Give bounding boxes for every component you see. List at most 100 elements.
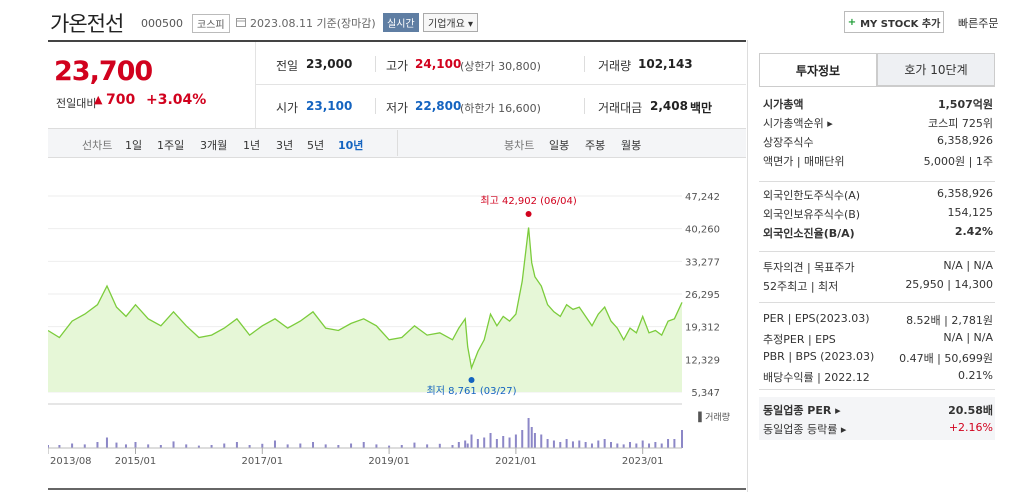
info-value: 25,950 | 14,300 — [905, 278, 993, 291]
quick-order-link[interactable]: 빠른주문 — [958, 17, 999, 30]
candle-monthly[interactable]: 월봉 — [621, 139, 642, 152]
volume-bar — [248, 445, 251, 448]
info-row: 액면가 | 매매단위 5,000원 | 1주 — [763, 153, 993, 169]
period-10y[interactable]: 10년 — [338, 139, 364, 152]
max-label: 최고 42,902 (06/04) — [480, 195, 576, 207]
volume-bar — [635, 443, 638, 448]
candle-chart-label: 봉차트 — [504, 139, 535, 152]
info-value: N/A | N/A — [943, 331, 993, 344]
period-3m[interactable]: 3개월 — [200, 139, 228, 152]
info-label: 배당수익률 | 2022.12 — [763, 371, 870, 384]
volume-bar — [464, 440, 467, 448]
current-price: 23,700 — [54, 56, 153, 87]
info-row: 배당수익률 | 2022.12 0.21% — [763, 369, 993, 385]
volume-bar — [134, 442, 137, 448]
low-value: 22,800 — [415, 99, 462, 113]
volume-bar — [159, 445, 162, 448]
volume-bar — [172, 441, 175, 448]
info-label: 액면가 | 매매단위 — [763, 155, 845, 168]
x-tick-label: 2017/01 — [242, 456, 284, 467]
volume-bar — [521, 430, 524, 448]
info-label: 외국인한도주식수(A) — [763, 189, 861, 202]
line-chart-label: 선차트 — [82, 139, 113, 152]
volume-bar — [48, 445, 49, 448]
divider — [584, 56, 585, 72]
volume-bar — [622, 444, 625, 448]
info-label: PBR | BPS (2023.03) — [763, 350, 875, 363]
info-row: 외국인보유주식수(B) 154,125 — [763, 206, 993, 222]
open-label: 시가 — [276, 101, 299, 115]
info-label: 투자의견 | 목표주가 — [763, 261, 855, 274]
info-label: 추정PER | EPS — [763, 333, 836, 346]
volume-bar — [584, 442, 587, 448]
peer-row[interactable]: 동일업종 PER ▸ 20.58배 — [763, 402, 993, 418]
price-area — [48, 227, 682, 392]
volume-bar — [609, 442, 612, 448]
period-1y[interactable]: 1년 — [243, 139, 261, 152]
price-summary — [48, 42, 256, 128]
x-tick-label: 2021/01 — [495, 456, 537, 467]
high-label: 고가 — [386, 59, 409, 73]
volume-bar — [400, 445, 403, 448]
realtime-button[interactable]: 실시간 — [383, 13, 419, 32]
info-value: N/A | N/A — [943, 259, 993, 272]
calendar-icon — [236, 18, 246, 27]
info-row: 투자의견 | 목표주가 N/A | N/A — [763, 259, 993, 275]
volume-bar — [388, 445, 391, 448]
stock-code: 000500 — [141, 17, 183, 30]
volume-bar — [527, 418, 530, 448]
info-value: 6,358,926 — [937, 187, 993, 200]
price-change-pct: +3.04% — [146, 92, 207, 108]
tab-invest-info[interactable]: 투자정보 — [759, 53, 877, 86]
x-tick-label: 2023/01 — [622, 456, 664, 467]
period-5y[interactable]: 5년 — [307, 139, 325, 152]
peer-row[interactable]: 동일업종 등락률 ▸ +2.16% — [763, 421, 993, 437]
lower-limit: (하한가 16,600) — [460, 102, 541, 115]
row-divider — [256, 84, 746, 85]
candle-weekly[interactable]: 주봉 — [585, 139, 606, 152]
info-row: PER | EPS(2023.03) 8.52배 | 2,781원 — [763, 312, 993, 327]
tab-order-book[interactable]: 호가 10단계 — [877, 53, 995, 86]
company-overview-dropdown[interactable]: 기업개요 ▾ — [423, 13, 478, 32]
volume-bar — [312, 442, 315, 448]
volume-bar — [502, 436, 505, 448]
peer-value: +2.16% — [948, 421, 993, 434]
period-3y[interactable]: 3년 — [276, 139, 294, 152]
volume-bar — [508, 437, 511, 448]
volume-bar — [660, 443, 663, 448]
bottom-divider — [48, 488, 746, 490]
volume-bar — [654, 442, 657, 448]
volume-bar — [590, 443, 593, 448]
volume-bar — [540, 434, 543, 448]
peer-label: 동일업종 등락률 ▸ — [763, 423, 847, 436]
volume-bar — [616, 443, 619, 448]
volume-value: 102,143 — [638, 57, 693, 71]
y-tick-label: 19,312 — [685, 323, 720, 334]
base-date: 2023.08.11 기준(장마감) — [250, 17, 376, 30]
volume-bar — [71, 443, 74, 448]
volume-bar — [58, 445, 61, 448]
volume-label: ▌거래량 — [697, 411, 730, 423]
volume-bar — [96, 442, 99, 448]
volume-bar — [489, 433, 492, 448]
info-divider — [759, 302, 995, 303]
info-value: 154,125 — [947, 206, 994, 219]
info-row: 외국인한도주식수(A) 6,358,926 — [763, 187, 993, 203]
info-label: PER | EPS(2023.03) — [763, 312, 870, 325]
peer-box — [759, 397, 995, 440]
amount-value: 2,408 — [650, 99, 688, 113]
y-tick-label: 47,242 — [685, 192, 720, 203]
volume-bar — [681, 430, 683, 448]
period-1w[interactable]: 1주일 — [157, 139, 185, 152]
volume-bar — [457, 442, 460, 448]
add-my-stock-button[interactable]: + MY STOCK 추가 — [844, 11, 944, 33]
volume-bar — [546, 439, 549, 448]
info-divider — [759, 181, 995, 182]
volume-label: 거래량 — [598, 59, 632, 73]
volume-bar — [261, 443, 264, 448]
period-1d[interactable]: 1일 — [125, 139, 143, 152]
candle-daily[interactable]: 일봉 — [549, 139, 570, 152]
volume-bar — [530, 427, 533, 448]
info-label: 52주최고 | 최저 — [763, 280, 839, 293]
x-tick-label: 2015/01 — [115, 456, 157, 467]
